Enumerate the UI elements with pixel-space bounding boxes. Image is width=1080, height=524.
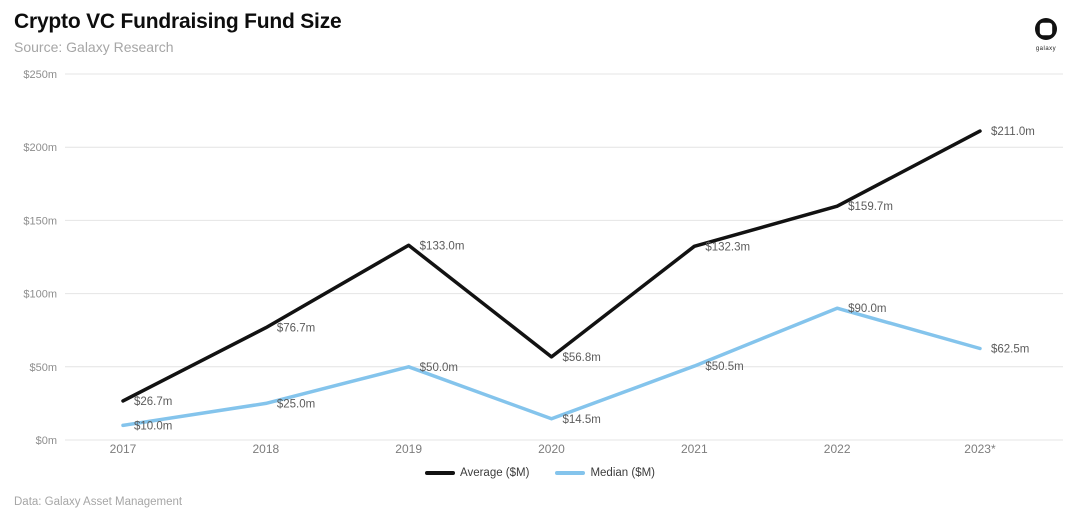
svg-text:$150m: $150m	[23, 215, 57, 227]
legend-label-average: Average ($M)	[459, 467, 530, 479]
galaxy-logo-text: galaxy	[1035, 46, 1057, 52]
svg-text:$76.7m: $76.7m	[277, 323, 315, 335]
svg-text:$90.0m: $90.0m	[848, 303, 886, 315]
svg-text:$50.0m: $50.0m	[420, 362, 458, 374]
svg-text:$26.7m: $26.7m	[134, 396, 172, 408]
galaxy-logo: galaxy	[1024, 16, 1068, 52]
svg-text:$159.7m: $159.7m	[848, 201, 893, 213]
svg-text:2022: 2022	[824, 442, 851, 456]
svg-text:$50.5m: $50.5m	[705, 361, 743, 373]
svg-text:$25.0m: $25.0m	[277, 398, 315, 410]
median-line-swatch	[555, 471, 586, 475]
page-title: Crypto VC Fundraising Fund Size	[14, 10, 342, 33]
data-source-note: Data: Galaxy Asset Management	[14, 496, 183, 508]
svg-text:$133.0m: $133.0m	[420, 240, 465, 252]
svg-text:$62.5m: $62.5m	[991, 344, 1029, 356]
page-subtitle: Source: Galaxy Research	[14, 39, 174, 55]
svg-text:$50m: $50m	[29, 362, 57, 374]
svg-text:$200m: $200m	[23, 142, 57, 154]
svg-text:$56.8m: $56.8m	[562, 352, 600, 364]
legend-item-median: Median ($M)	[555, 467, 655, 479]
svg-text:2020: 2020	[538, 442, 565, 456]
svg-text:$14.5m: $14.5m	[562, 414, 600, 426]
svg-text:2017: 2017	[110, 442, 137, 456]
svg-text:2019: 2019	[395, 442, 422, 456]
svg-text:$132.3m: $132.3m	[705, 241, 750, 253]
average-line-swatch	[424, 471, 455, 475]
svg-text:$100m: $100m	[23, 289, 57, 301]
svg-text:$10.0m: $10.0m	[134, 420, 172, 432]
svg-text:2021: 2021	[681, 442, 708, 456]
svg-text:2023*: 2023*	[964, 442, 996, 456]
chart-legend: Average ($M) Median ($M)	[0, 467, 1080, 479]
svg-text:2018: 2018	[252, 442, 279, 456]
svg-text:$250m: $250m	[23, 69, 57, 81]
galaxy-logo-icon	[1035, 18, 1057, 40]
legend-item-average: Average ($M)	[424, 467, 530, 479]
svg-text:$0m: $0m	[36, 435, 57, 447]
svg-text:$211.0m: $211.0m	[991, 126, 1035, 138]
legend-label-median: Median ($M)	[590, 467, 656, 479]
